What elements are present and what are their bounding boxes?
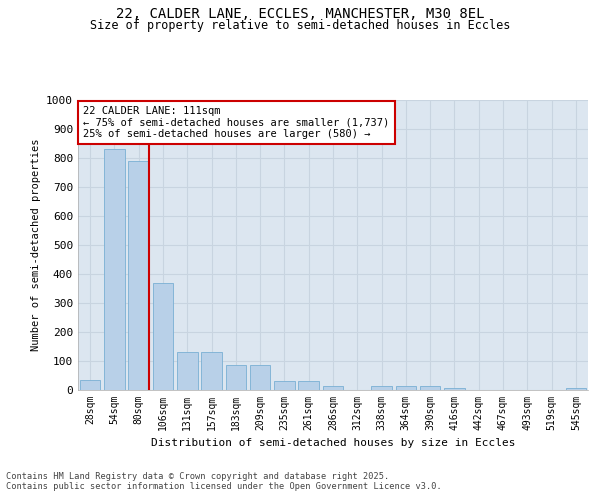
Bar [420, 386, 440, 390]
Bar [152, 282, 173, 390]
Bar [80, 380, 100, 390]
Bar [566, 388, 586, 390]
X-axis label: Distribution of semi-detached houses by size in Eccles: Distribution of semi-detached houses by … [151, 438, 515, 448]
Bar [104, 150, 125, 390]
Bar [128, 161, 149, 390]
Y-axis label: Number of semi-detached properties: Number of semi-detached properties [31, 138, 41, 352]
Bar [226, 366, 246, 390]
Text: Contains public sector information licensed under the Open Government Licence v3: Contains public sector information licen… [6, 482, 442, 491]
Bar [250, 366, 271, 390]
Bar [323, 386, 343, 390]
Bar [201, 352, 222, 390]
Bar [444, 388, 465, 390]
Bar [395, 386, 416, 390]
Text: 22 CALDER LANE: 111sqm
← 75% of semi-detached houses are smaller (1,737)
25% of : 22 CALDER LANE: 111sqm ← 75% of semi-det… [83, 106, 389, 139]
Text: Contains HM Land Registry data © Crown copyright and database right 2025.: Contains HM Land Registry data © Crown c… [6, 472, 389, 481]
Text: 22, CALDER LANE, ECCLES, MANCHESTER, M30 8EL: 22, CALDER LANE, ECCLES, MANCHESTER, M30… [116, 8, 484, 22]
Bar [274, 380, 295, 390]
Bar [177, 352, 197, 390]
Bar [371, 386, 392, 390]
Bar [298, 380, 319, 390]
Text: Size of property relative to semi-detached houses in Eccles: Size of property relative to semi-detach… [90, 19, 510, 32]
